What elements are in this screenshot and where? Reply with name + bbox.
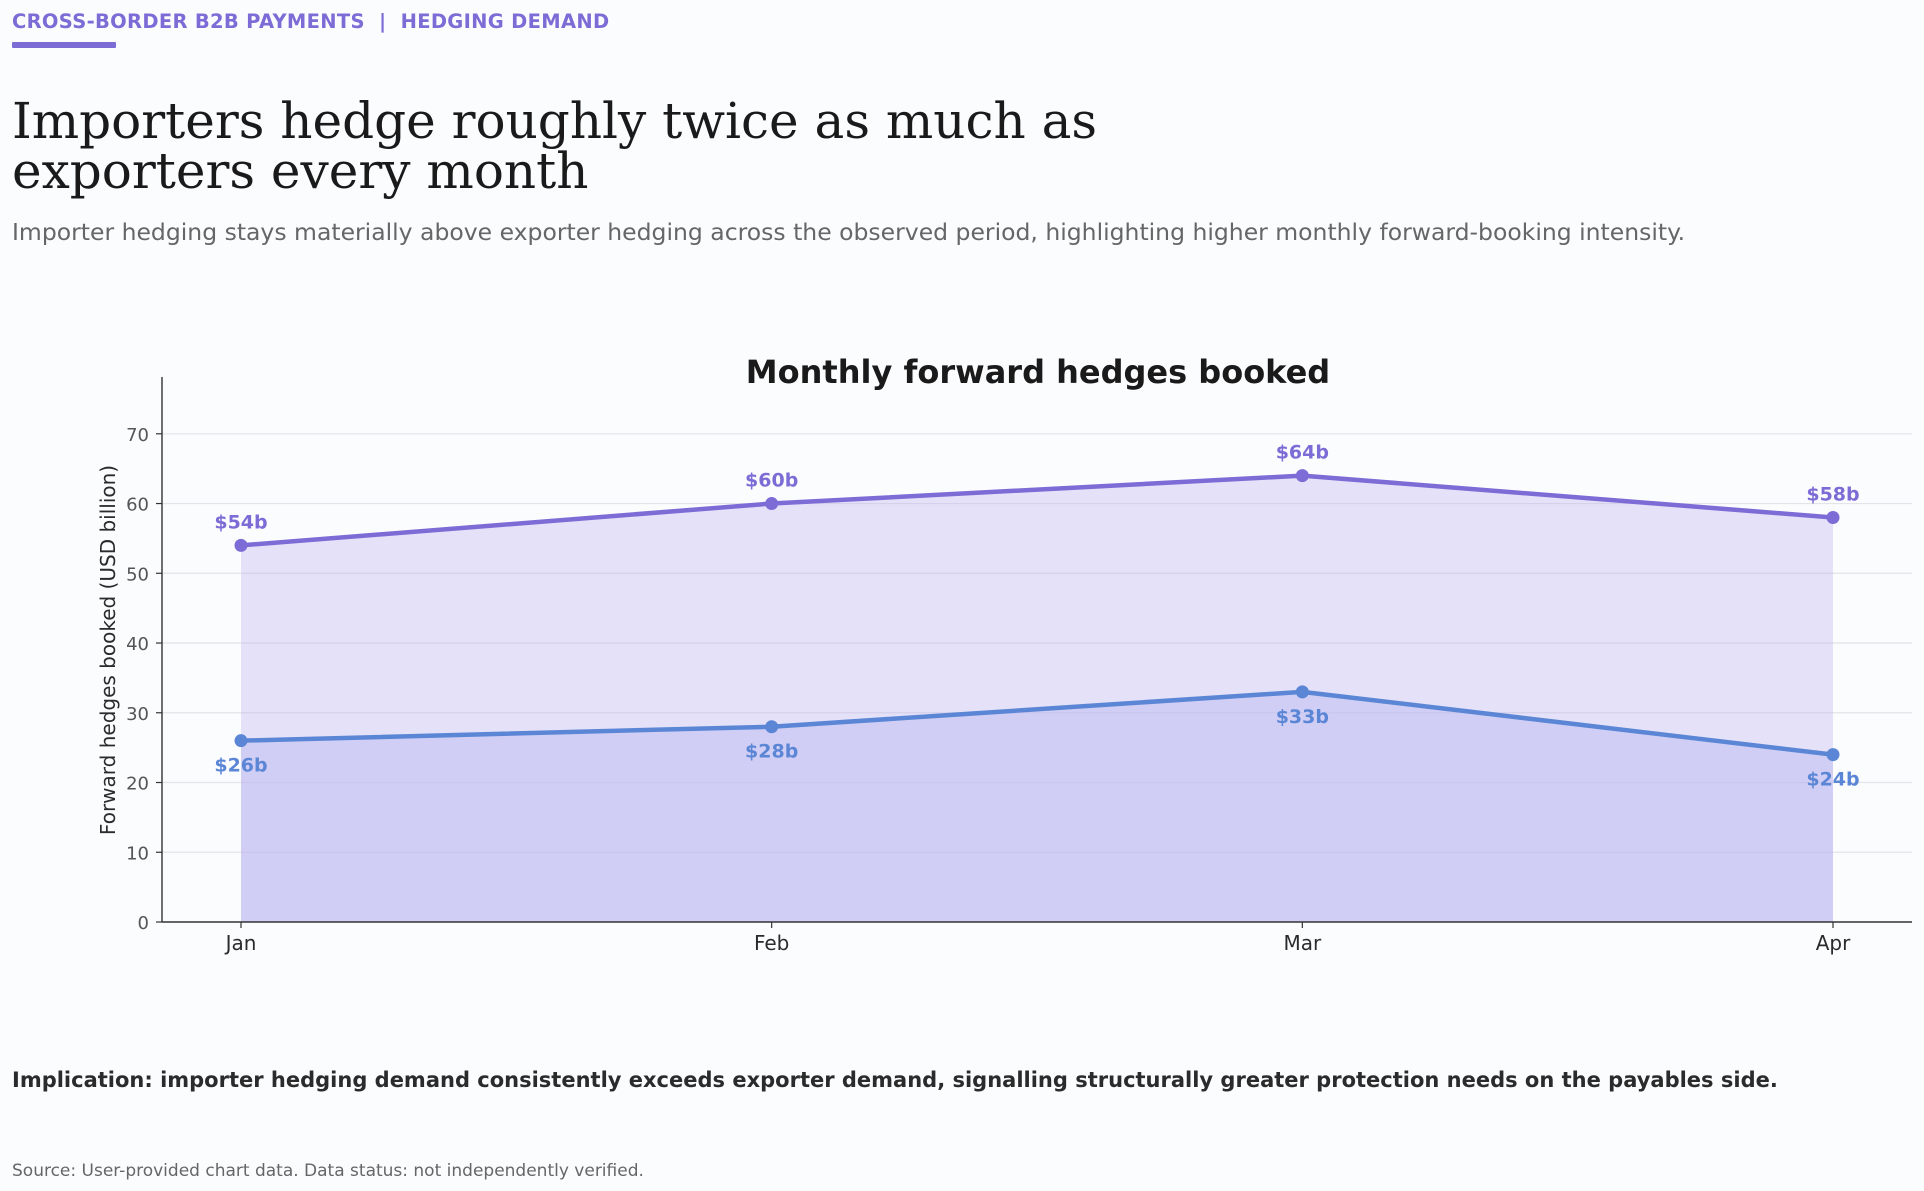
series-line-1 [238, 473, 1836, 548]
data-label-s1-apr: $58b [1806, 483, 1859, 505]
y-tick-label: 70 [126, 425, 149, 446]
y-axis-label: Forward hedges booked (USD billion) [96, 465, 120, 835]
data-point-s1-apr [1826, 510, 1840, 524]
source-note: Source: User-provided chart data. Data s… [12, 1161, 644, 1181]
data-label-s2-jan: $26b [214, 755, 267, 777]
y-tick-label: 40 [126, 634, 149, 655]
data-points [234, 469, 1840, 762]
data-label-s2-mar: $33b [1276, 706, 1329, 728]
data-point-s2-feb [765, 720, 779, 734]
axes [156, 377, 1912, 928]
data-point-s2-mar [1295, 685, 1309, 699]
data-label-s1-feb: $60b [745, 470, 798, 492]
x-tick-label-apr: Apr [1816, 931, 1851, 955]
data-point-s2-apr [1826, 748, 1840, 762]
gridlines [162, 433, 1912, 853]
y-tick-label: 50 [126, 564, 149, 585]
area-fill-series-2 [241, 691, 1833, 922]
data-labels: $54b $60b $64b $58b $26b $28b $33b $24b [214, 442, 1859, 791]
kicker: CROSS-BORDER B2B PAYMENTS | HEDGING DEMA… [12, 10, 610, 33]
line-chart: Monthly forward hedges booked Forward he… [96, 353, 1912, 955]
series-lines [238, 473, 1836, 757]
area-fills [241, 475, 1833, 922]
headline: Importers hedge roughly twice as much as… [12, 92, 1098, 200]
data-point-s1-mar [1295, 469, 1309, 483]
chart-title: Monthly forward hedges booked [746, 353, 1330, 391]
y-tick-label: 20 [126, 774, 149, 795]
data-point-s2-jan [234, 734, 248, 748]
y-tick-label: 10 [126, 843, 149, 864]
kicker-accent-bar [12, 42, 116, 48]
tick-labels: 0 10 20 30 40 50 60 70 Jan Feb Mar Apr [126, 425, 1851, 955]
x-tick-label-jan: Jan [224, 931, 257, 955]
data-point-s1-feb [765, 497, 779, 511]
data-point-s1-jan [234, 538, 248, 552]
data-label-s1-mar: $64b [1276, 442, 1329, 464]
implication-note: Implication: importer hedging demand con… [12, 1068, 1778, 1092]
series-line-2 [238, 689, 1836, 757]
x-tick-label-feb: Feb [754, 931, 789, 955]
y-tick-label: 0 [138, 913, 149, 934]
data-label-s2-apr: $24b [1806, 769, 1859, 791]
area-fill-series-1 [241, 475, 1833, 922]
y-tick-label: 30 [126, 704, 149, 725]
data-label-s2-feb: $28b [745, 741, 798, 763]
data-label-s1-jan: $54b [214, 511, 267, 533]
subtitle: Importer hedging stays materially above … [12, 218, 1686, 246]
y-tick-label: 60 [126, 495, 149, 516]
x-tick-label-mar: Mar [1283, 931, 1322, 955]
